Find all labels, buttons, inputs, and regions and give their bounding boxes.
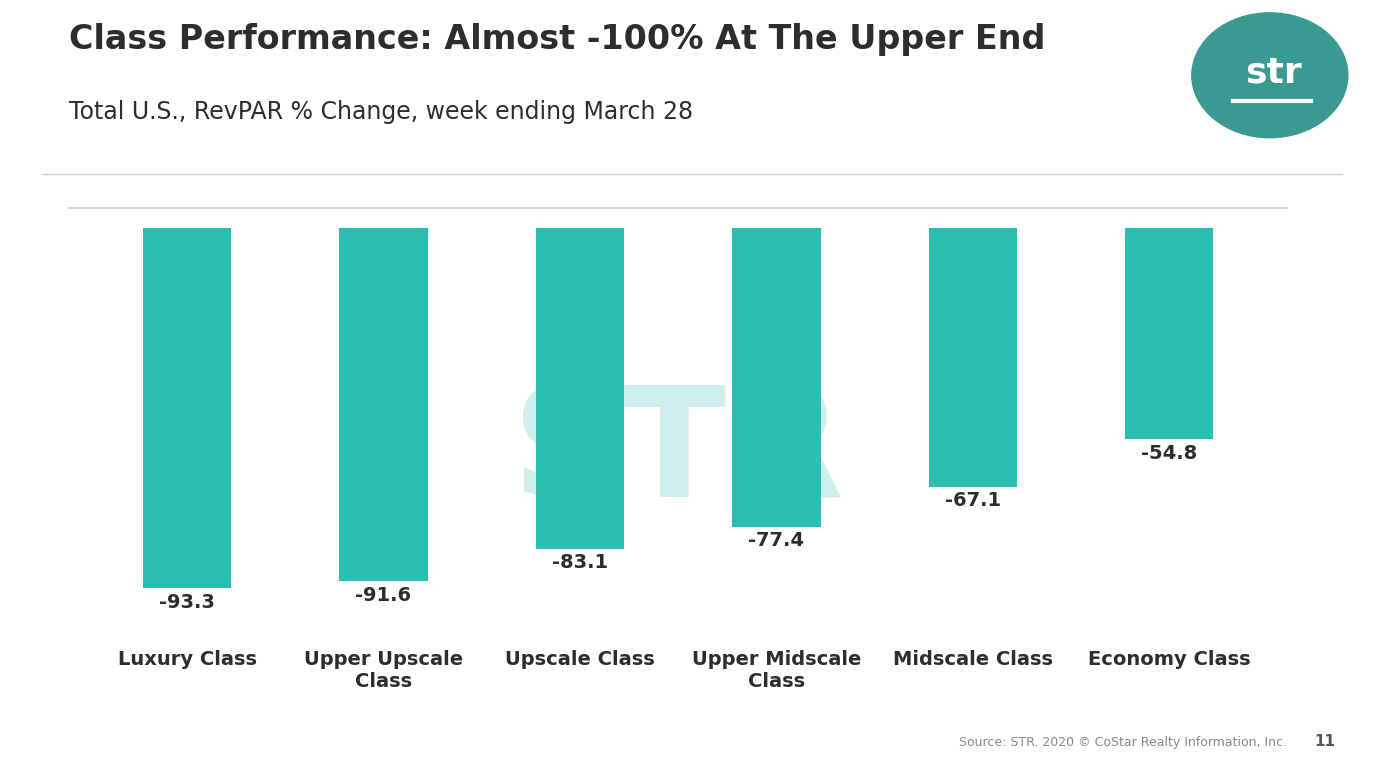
Text: -91.6: -91.6	[356, 586, 411, 605]
Bar	[536, 228, 624, 548]
Bar	[1125, 228, 1214, 439]
Text: STR: STR	[512, 380, 844, 530]
Text: -67.1: -67.1	[945, 492, 1001, 510]
Circle shape	[1192, 13, 1348, 137]
Text: Class Performance: Almost -100% At The Upper End: Class Performance: Almost -100% At The U…	[69, 23, 1045, 56]
Bar	[929, 228, 1017, 487]
Text: -54.8: -54.8	[1142, 444, 1197, 463]
Text: -93.3: -93.3	[159, 593, 215, 611]
Text: Total U.S., RevPAR % Change, week ending March 28: Total U.S., RevPAR % Change, week ending…	[69, 100, 693, 124]
Bar	[143, 228, 231, 588]
Text: -83.1: -83.1	[552, 553, 608, 572]
Text: 11: 11	[1315, 734, 1336, 749]
Bar	[732, 228, 821, 527]
Text: -77.4: -77.4	[749, 531, 804, 550]
Text: str: str	[1244, 56, 1301, 90]
Bar	[339, 228, 428, 581]
Text: Source: STR. 2020 © CoStar Realty Information, Inc.: Source: STR. 2020 © CoStar Realty Inform…	[959, 736, 1287, 749]
